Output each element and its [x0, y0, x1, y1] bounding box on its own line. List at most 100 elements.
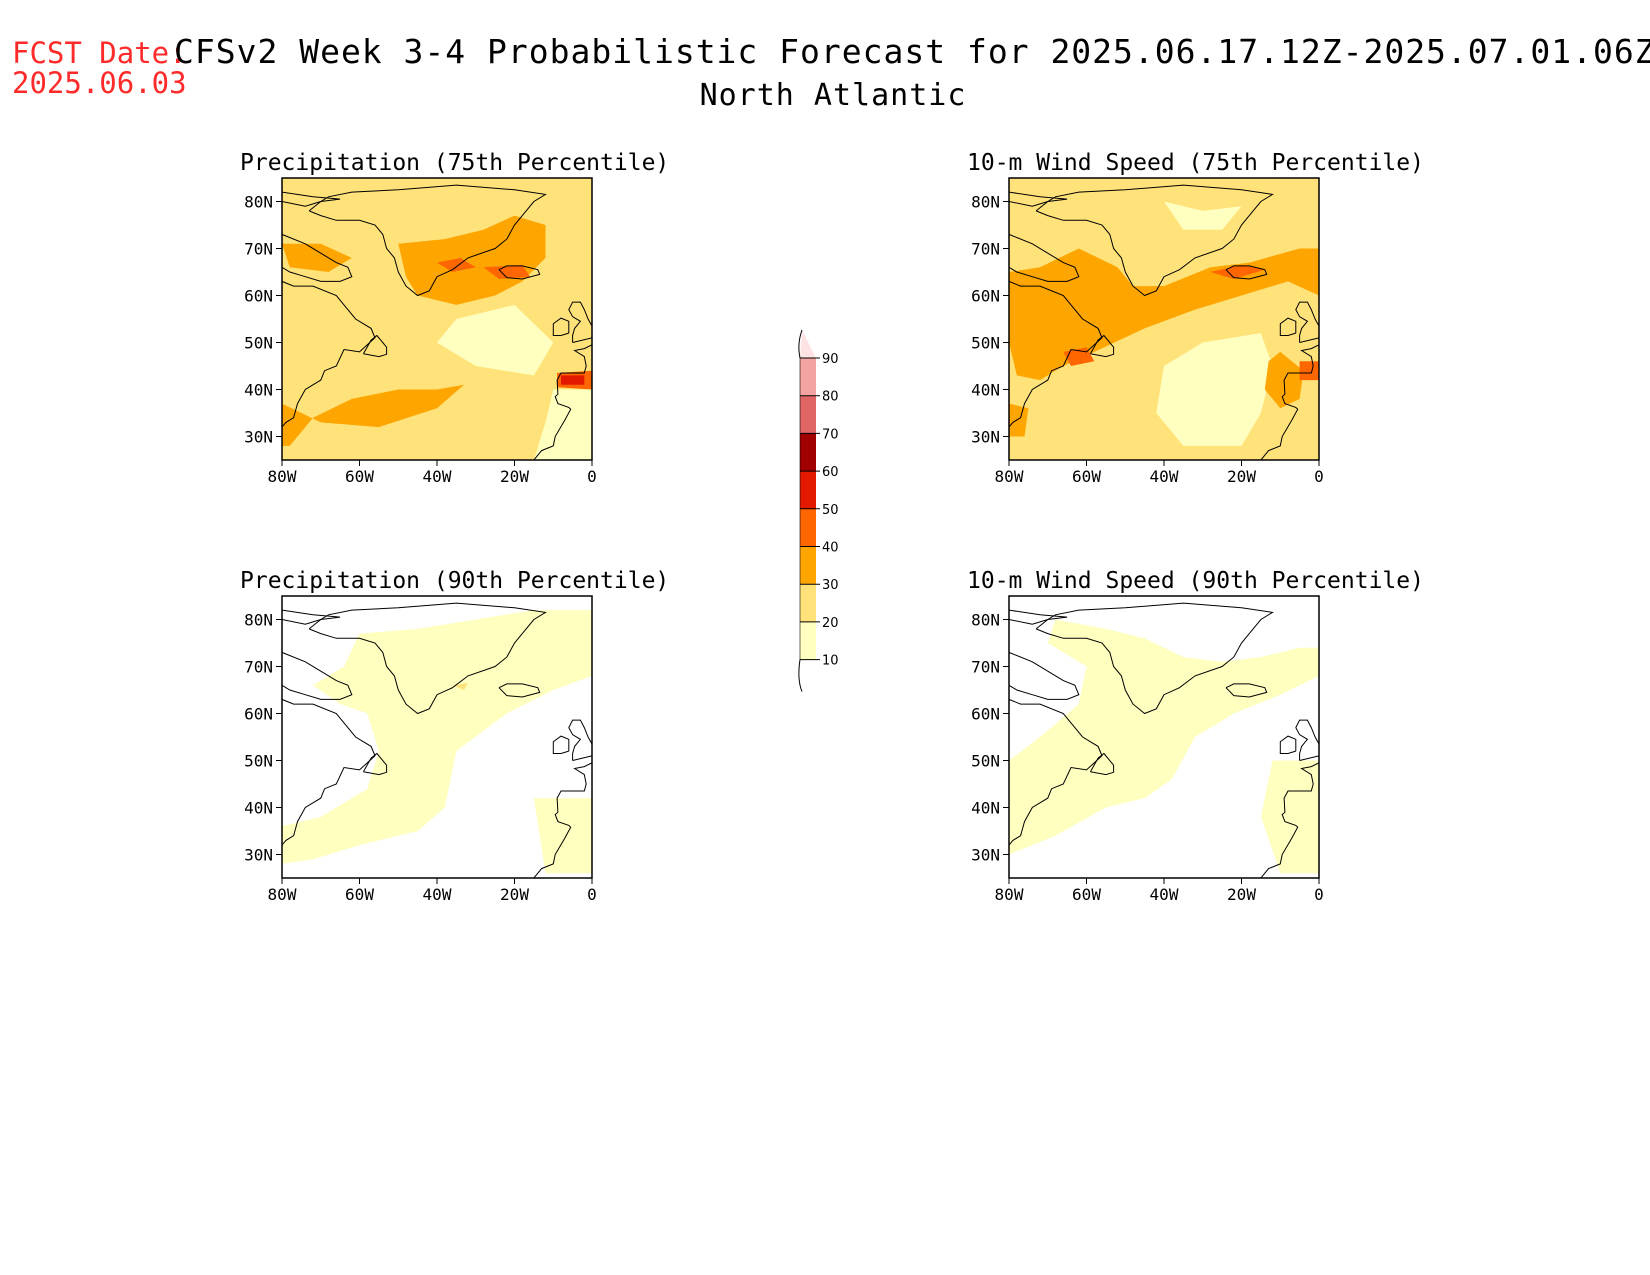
coastline: [1089, 752, 1115, 776]
lon-tick-label: 20W: [1227, 467, 1256, 486]
lat-tick-label: 30N: [971, 428, 1000, 447]
coastline: [1279, 735, 1297, 754]
colorbar-segment: [800, 546, 816, 585]
coastline: [498, 683, 541, 698]
colorbar-label: 80: [822, 390, 839, 405]
lon-tick-label: 40W: [423, 467, 452, 486]
coastline: [1225, 683, 1268, 698]
lon-tick-label: 20W: [500, 885, 529, 904]
lon-tick-label: 20W: [1227, 885, 1256, 904]
colorbar-cap-bottom: [798, 659, 803, 692]
colorbar-segment: [800, 584, 816, 622]
prob-area: [1164, 201, 1242, 230]
coastline: [533, 762, 592, 878]
coastline: [568, 719, 592, 761]
panel-wind-90: 10-m Wind Speed (90th Percentile) 80N 70N…: [967, 568, 1424, 948]
lon-tick-label: 0: [1314, 467, 1324, 486]
lat-tick-label: 70N: [244, 240, 273, 259]
lon-tick-label: 60W: [345, 885, 374, 904]
prob-area: [1299, 361, 1319, 381]
coastline: [1035, 602, 1274, 715]
coastline: [282, 698, 376, 846]
coastline: [1225, 265, 1268, 280]
coastline: [282, 280, 376, 428]
colorbar-label: 50: [822, 503, 839, 518]
prob-area: [398, 215, 546, 305]
coastline: [1009, 609, 1068, 625]
lat-tick-label: 50N: [971, 334, 1000, 353]
coastline: [1009, 191, 1068, 207]
colorbar-cap-top: [800, 330, 816, 358]
colorbar-label: 40: [822, 541, 839, 556]
coastline: [1089, 334, 1115, 358]
lon-tick-label: 0: [587, 885, 597, 904]
coastline: [282, 191, 341, 207]
lat-tick-label: 80N: [244, 193, 273, 212]
coastline: [282, 609, 341, 625]
panel-title: Precipitation (90th Percentile): [240, 568, 670, 594]
lat-tick-label: 30N: [244, 428, 273, 447]
coastline: [1009, 651, 1080, 700]
colorbar-segment: [800, 621, 816, 660]
lon-tick-label: 80W: [268, 467, 297, 486]
lon-tick-label: 0: [587, 467, 597, 486]
lat-tick-label: 80N: [971, 193, 1000, 212]
probability-field: [282, 596, 592, 878]
coastline: [568, 301, 592, 343]
lon-tick-label: 60W: [345, 467, 374, 486]
colorbar-segment: [800, 471, 816, 509]
colorbar-legend: 90 80 70 60 50 40 30 20 10: [798, 329, 860, 740]
lon-tick-label: 60W: [1072, 467, 1101, 486]
prob-area: [282, 243, 352, 272]
lat-tick-label: 40N: [971, 381, 1000, 400]
panel-wind-75: 10-m Wind Speed (75th Percentile) 80N 70N…: [967, 150, 1424, 530]
coastline: [1260, 762, 1319, 878]
lat-tick-label: 60N: [971, 705, 1000, 724]
colorbar-segment: [800, 433, 816, 472]
lat-tick-label: 40N: [971, 799, 1000, 818]
lat-tick-label: 70N: [244, 658, 273, 677]
colorbar-svg: 90 80 70 60 50 40 30 20 10: [798, 329, 839, 692]
lat-tick-label: 50N: [971, 752, 1000, 771]
colorbar-segment: [800, 395, 816, 434]
lat-tick-label: 30N: [244, 846, 273, 865]
panel-precip-90: Precipitation (90th Percentile) 80N 70N 60…: [240, 568, 670, 948]
coastline: [282, 233, 353, 282]
lon-tick-label: 40W: [423, 885, 452, 904]
colorbar-label: 20: [822, 616, 839, 631]
lat-tick-label: 40N: [244, 381, 273, 400]
lon-tick-label: 80W: [995, 467, 1024, 486]
coastline: [552, 735, 570, 754]
coastline: [533, 344, 592, 460]
prob-area: [483, 265, 530, 279]
coastline: [1009, 280, 1103, 428]
prob-area: [1260, 760, 1319, 874]
prob-area: [282, 610, 592, 864]
lon-tick-label: 0: [1314, 885, 1324, 904]
colorbar-label: 30: [822, 578, 839, 593]
forecast-date-label: FCST Date:: [12, 36, 187, 70]
forecast-date: 2025.06.03: [12, 66, 187, 100]
lon-tick-label: 80W: [268, 885, 297, 904]
coastline: [1035, 184, 1274, 297]
prob-area: [1009, 403, 1029, 437]
lat-tick-label: 40N: [244, 799, 273, 818]
coastline: [1009, 698, 1103, 846]
coastline: [1260, 344, 1319, 460]
prob-area: [437, 304, 554, 376]
prob-area: [533, 389, 592, 460]
lat-tick-label: 70N: [971, 240, 1000, 259]
coastline: [1295, 719, 1319, 761]
prob-area: [561, 375, 585, 385]
coastline: [552, 317, 570, 336]
region-title-text: North Atlantic: [699, 78, 967, 113]
map-precip-75: 80N 70N 60N 50N 40N 30N 80W 60W 40W 20W 0: [244, 177, 597, 486]
lat-tick-label: 50N: [244, 752, 273, 771]
lon-tick-label: 80W: [995, 885, 1024, 904]
coastline: [498, 265, 541, 280]
lat-tick-label: 30N: [971, 846, 1000, 865]
coastline: [362, 752, 388, 776]
colorbar-segment: [800, 358, 816, 396]
lon-tick-label: 40W: [1150, 885, 1179, 904]
panel-title: Precipitation (75th Percentile): [240, 150, 670, 176]
